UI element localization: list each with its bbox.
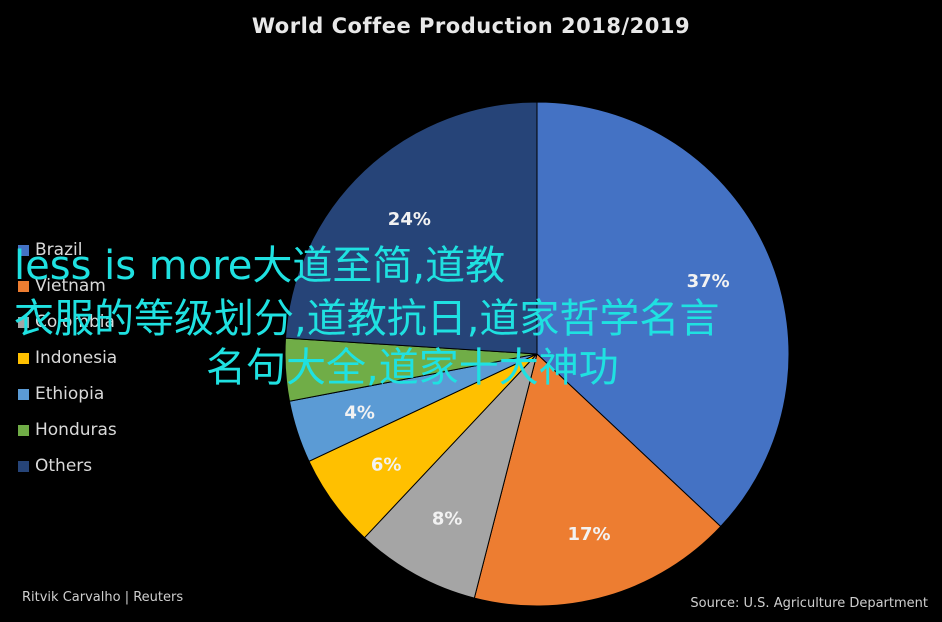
data-label-vietnam: 17%: [567, 524, 610, 545]
data-label-ethiopia: 4%: [344, 403, 375, 424]
legend-swatch: [18, 388, 29, 400]
legend: Brazil Vietnam Colombia Indonesia Ethiopia Ho…: [18, 232, 117, 484]
pie-slice-brazil: [536, 101, 790, 528]
legend-swatch: [18, 352, 29, 364]
legend-swatch: [18, 280, 29, 292]
data-label-brazil: 37%: [687, 271, 730, 292]
data-label-indonesia: 6%: [371, 455, 402, 476]
pie-slice-vietnam: [473, 353, 722, 607]
data-label-colombia: 8%: [432, 508, 463, 529]
legend-swatch: [18, 424, 29, 436]
legend-item-brazil: Brazil: [18, 232, 117, 268]
legend-label: Ethiopia: [35, 384, 105, 404]
source-text: Source: U.S. Agriculture Department: [690, 596, 928, 611]
chart-title: World Coffee Production 2018/2019: [251, 14, 691, 38]
legend-item-honduras: Honduras: [18, 412, 117, 448]
legend-label: Colombia: [35, 312, 115, 332]
data-label-others: 24%: [388, 209, 431, 230]
legend-swatch: [18, 460, 29, 472]
legend-swatch: [18, 316, 29, 328]
legend-item-colombia: Colombia: [18, 304, 117, 340]
legend-item-indonesia: Indonesia: [18, 340, 117, 376]
legend-label: Vietnam: [35, 276, 106, 296]
legend-item-vietnam: Vietnam: [18, 268, 117, 304]
legend-swatch: [18, 244, 29, 256]
pie-slice-colombia: [363, 353, 538, 599]
legend-label: Honduras: [35, 420, 117, 440]
legend-item-ethiopia: Ethiopia: [18, 376, 117, 412]
legend-label: Others: [35, 456, 93, 476]
legend-label: Indonesia: [35, 348, 118, 368]
credit-text: Ritvik Carvalho | Reuters: [22, 590, 184, 605]
pie-slice-others: [284, 101, 538, 355]
legend-item-others: Others: [18, 448, 117, 484]
legend-label: Brazil: [35, 240, 83, 260]
